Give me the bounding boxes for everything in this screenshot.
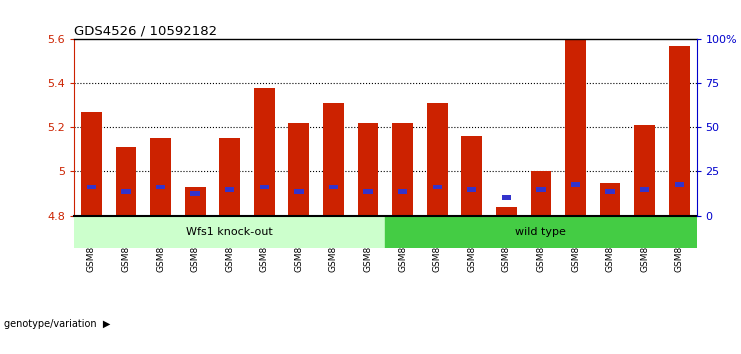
Text: GDS4526 / 10592182: GDS4526 / 10592182 <box>74 25 217 38</box>
Bar <box>462 136 482 216</box>
Text: genotype/variation  ▶: genotype/variation ▶ <box>4 319 110 329</box>
Bar <box>185 187 205 216</box>
Bar <box>156 184 165 189</box>
Bar <box>259 184 269 189</box>
Bar <box>122 189 130 194</box>
Bar <box>87 184 96 189</box>
Text: wild type: wild type <box>516 227 566 237</box>
Bar <box>225 187 234 192</box>
Bar <box>640 187 649 192</box>
Bar <box>81 112 102 216</box>
Bar <box>605 189 615 194</box>
Bar <box>294 189 304 194</box>
Bar <box>536 187 545 192</box>
Bar <box>392 123 413 216</box>
Bar <box>323 103 344 216</box>
Text: Wfs1 knock-out: Wfs1 knock-out <box>186 227 273 237</box>
Bar <box>385 216 697 248</box>
Bar <box>565 39 586 216</box>
Bar <box>502 195 511 200</box>
Bar <box>288 123 309 216</box>
Bar <box>74 216 385 248</box>
Bar <box>190 191 200 196</box>
Bar <box>433 184 442 189</box>
Bar <box>674 182 684 187</box>
Bar <box>669 46 690 216</box>
Bar <box>634 125 655 216</box>
Bar <box>496 207 516 216</box>
Bar <box>531 171 551 216</box>
Bar <box>254 87 275 216</box>
Bar <box>427 103 448 216</box>
Bar <box>571 182 580 187</box>
Bar <box>398 189 408 194</box>
Bar <box>358 123 379 216</box>
Bar <box>467 187 476 192</box>
Bar <box>219 138 240 216</box>
Bar <box>116 147 136 216</box>
Bar <box>363 189 373 194</box>
Bar <box>150 138 171 216</box>
Bar <box>329 184 338 189</box>
Bar <box>599 183 620 216</box>
